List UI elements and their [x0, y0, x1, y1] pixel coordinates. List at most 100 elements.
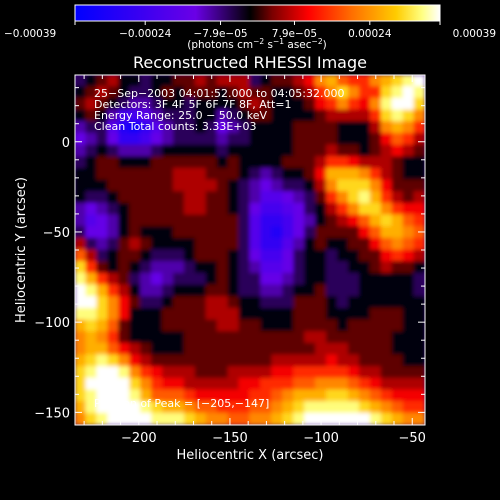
heatmap-cell	[271, 307, 284, 321]
heatmap-cell	[293, 342, 306, 356]
heatmap-cell	[96, 377, 109, 391]
heatmap-cell	[75, 132, 87, 146]
heatmap-cell	[96, 214, 109, 228]
heatmap-cell	[282, 144, 295, 158]
heatmap-cell	[162, 389, 174, 403]
heatmap-cell	[282, 97, 295, 111]
heatmap-cell	[304, 214, 317, 228]
heatmap-cell	[271, 202, 284, 216]
heatmap-cell	[369, 401, 382, 414]
heatmap-cell	[85, 202, 98, 216]
heatmap-cell	[337, 261, 349, 274]
heatmap-cell	[75, 296, 87, 309]
colorbar-tick-label: −0.00024	[119, 28, 172, 40]
heatmap-cell	[205, 261, 218, 274]
heatmap-cell	[96, 75, 109, 88]
heatmap-cell	[107, 377, 120, 391]
heatmap-cell	[194, 261, 207, 274]
heatmap-cell	[347, 331, 360, 344]
heatmap-cell	[162, 377, 174, 391]
heatmap-cell	[413, 296, 425, 309]
heatmap-cell	[85, 272, 98, 286]
heatmap-cell	[151, 132, 163, 146]
heatmap-cell	[369, 191, 382, 204]
heatmap-cell	[293, 237, 306, 251]
heatmap-cell	[129, 202, 142, 216]
heatmap-cell	[260, 109, 273, 123]
heatmap-cell	[140, 249, 153, 263]
heatmap-cell	[129, 156, 142, 169]
heatmap-cell	[205, 214, 218, 228]
heatmap-cell	[129, 179, 142, 193]
heatmap-cell	[129, 237, 142, 251]
heatmap-cell	[194, 284, 207, 298]
heatmap-cell	[380, 366, 393, 379]
heatmap-cell	[260, 272, 273, 286]
heatmap-cell	[75, 366, 87, 379]
heatmap-cell	[249, 319, 262, 333]
heatmap-cell	[216, 261, 229, 274]
heatmap-cell	[315, 191, 328, 204]
heatmap-cell	[380, 296, 393, 309]
heatmap-cell	[391, 86, 404, 99]
heatmap-cell	[96, 284, 109, 298]
heatmap-cell	[216, 377, 229, 391]
heatmap-cell	[151, 342, 163, 356]
heatmap-cell	[271, 412, 284, 425]
heatmap-cell	[391, 167, 404, 181]
heatmap-cell	[326, 296, 338, 309]
heatmap-cell	[85, 191, 98, 204]
heatmap-cell	[391, 75, 404, 88]
y-axis-title: Heliocentric Y (arcsec)	[14, 177, 29, 323]
heatmap-cell	[162, 167, 174, 181]
heatmap-cell	[304, 121, 317, 134]
heatmap-cell	[118, 237, 131, 251]
heatmap-cell	[96, 191, 109, 204]
heatmap-cell	[380, 319, 393, 333]
heatmap-cell	[271, 261, 284, 274]
heatmap-cell	[205, 401, 218, 414]
heatmap-cell	[194, 377, 207, 391]
heatmap-cell	[172, 296, 185, 309]
heatmap-cell	[271, 156, 284, 169]
heatmap-cell	[96, 97, 109, 111]
heatmap-cell	[162, 179, 174, 193]
heatmap-cell	[271, 377, 284, 391]
heatmap-cell	[238, 109, 251, 123]
heatmap-cell	[249, 389, 262, 403]
heatmap-cell	[216, 342, 229, 356]
heatmap-cell	[249, 75, 262, 88]
heatmap-cell	[107, 319, 120, 333]
heatmap-cell	[304, 284, 317, 298]
heatmap-cell	[260, 296, 273, 309]
heatmap-cell	[369, 354, 382, 368]
heatmap-cell	[391, 319, 404, 333]
heatmap-cell	[347, 354, 360, 368]
heatmap-cell	[118, 132, 131, 146]
heatmap-cell	[194, 109, 207, 123]
heatmap-cell	[271, 132, 284, 146]
heatmap-cell	[260, 342, 273, 356]
heatmap-cell	[358, 366, 371, 379]
heatmap-cell	[75, 144, 87, 158]
heatmap-cell	[402, 401, 415, 414]
heatmap-cell	[183, 366, 196, 379]
heatmap-cell	[194, 202, 207, 216]
heatmap-cell	[304, 202, 317, 216]
heatmap-cell	[140, 272, 153, 286]
heatmap-cell	[107, 179, 120, 193]
heatmap-cell	[75, 377, 87, 391]
heatmap-cell	[304, 156, 317, 169]
heatmap-cell	[380, 307, 393, 321]
heatmap-cell	[183, 412, 196, 425]
heatmap-cell	[172, 75, 185, 88]
heatmap-cell	[151, 272, 163, 286]
heatmap-cell	[315, 121, 328, 134]
heatmap-cell	[260, 237, 273, 251]
heatmap-cell	[347, 249, 360, 263]
heatmap-cell	[107, 284, 120, 298]
heatmap-cell	[293, 261, 306, 274]
heatmap-cell	[326, 342, 338, 356]
heatmap-cell	[194, 296, 207, 309]
heatmap-cell	[402, 121, 415, 134]
